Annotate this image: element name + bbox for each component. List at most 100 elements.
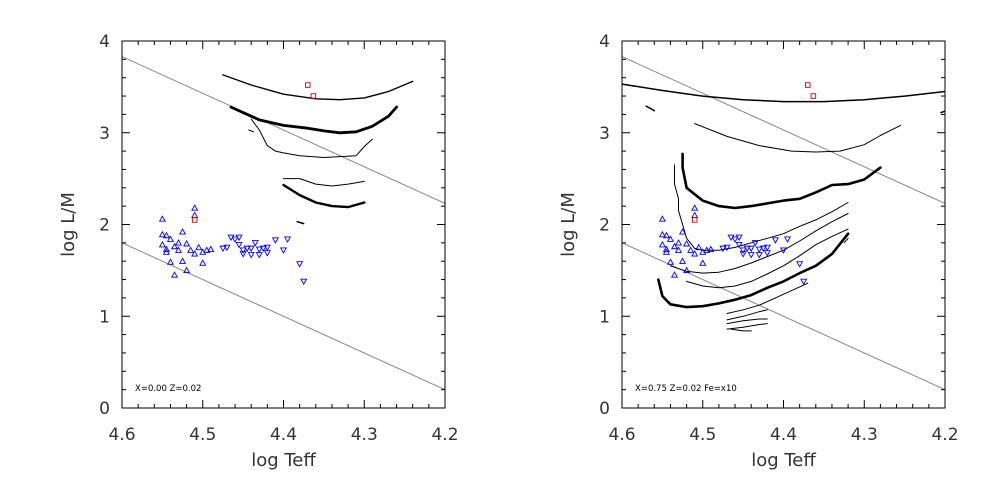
reference-line-1 xyxy=(622,242,945,391)
x-tick-label: 4.6 xyxy=(108,425,135,445)
x-axis-label: log Teff xyxy=(251,450,316,471)
star-point-down xyxy=(771,237,779,244)
star-point-up xyxy=(158,230,166,238)
star-point-down xyxy=(235,234,243,242)
track-line-6 xyxy=(296,220,305,225)
star-point-up xyxy=(158,240,166,248)
y-tick-label: 4 xyxy=(99,32,110,52)
star-point-down xyxy=(271,237,279,244)
star-point-down xyxy=(296,261,304,268)
star-point-down xyxy=(255,252,263,259)
star-point-up xyxy=(678,257,687,264)
track-line-14 xyxy=(843,237,849,244)
star-point-up xyxy=(683,240,691,247)
star-point-up xyxy=(166,235,175,242)
x-tick-label: 4.2 xyxy=(431,425,458,445)
star-point-up xyxy=(658,240,666,248)
star-point-up xyxy=(678,228,687,235)
star-point-up xyxy=(699,259,707,266)
star-point-down xyxy=(235,241,243,249)
track-line-1 xyxy=(229,105,399,135)
star-point-up xyxy=(666,258,675,265)
y-tick-label: 2 xyxy=(99,216,110,236)
track-line-3 xyxy=(940,110,945,114)
y-tick-label: 0 xyxy=(599,399,610,419)
star-point-down xyxy=(779,247,788,254)
star-point-up xyxy=(191,211,199,219)
star-point-down xyxy=(279,247,288,254)
star-point-down xyxy=(783,236,792,243)
star-point-down xyxy=(223,244,231,252)
star-point-square xyxy=(691,217,698,223)
star-point-down xyxy=(751,240,759,247)
track-line-8 xyxy=(656,232,850,309)
star-point-down xyxy=(719,245,727,253)
star-point-down xyxy=(247,245,255,253)
star-point-down xyxy=(251,240,259,247)
y-axis-label: log L/M xyxy=(58,192,79,257)
star-point-up xyxy=(662,245,670,252)
track-line-0 xyxy=(222,74,414,101)
star-point-up xyxy=(658,215,666,222)
star-point-up xyxy=(162,245,170,252)
star-point-up xyxy=(170,271,179,278)
star-point-down xyxy=(747,245,755,253)
track-line-2 xyxy=(645,105,656,112)
star-point-down xyxy=(255,246,263,253)
track-line-7 xyxy=(686,228,849,289)
star-point-up xyxy=(703,246,711,253)
star-point-up xyxy=(691,250,699,257)
star-point-down xyxy=(763,244,771,252)
star-point-up xyxy=(695,243,703,251)
star-point-up xyxy=(183,240,191,247)
star-point-up xyxy=(166,258,175,265)
star-point-down xyxy=(300,278,308,286)
star-point-up xyxy=(707,245,715,252)
x-tick-label: 4.6 xyxy=(608,425,635,445)
star-point-square xyxy=(304,82,311,88)
star-point-up xyxy=(162,248,170,255)
star-point-down xyxy=(763,250,771,257)
star-point-down xyxy=(739,247,747,254)
star-point-up xyxy=(670,271,679,278)
track-line-2 xyxy=(250,118,373,158)
star-point-down xyxy=(755,246,763,253)
track-line-4 xyxy=(681,152,882,210)
track-line-5 xyxy=(674,164,849,251)
track-line-4 xyxy=(282,183,366,209)
star-point-down xyxy=(247,252,255,259)
star-point-up xyxy=(691,211,699,219)
star-point-down xyxy=(259,245,267,253)
star-point-down xyxy=(263,244,271,252)
reference-line-1 xyxy=(122,242,445,391)
x-tick-label: 4.2 xyxy=(931,425,958,445)
star-point-up xyxy=(683,266,691,274)
star-point-down xyxy=(739,251,747,258)
star-point-up xyxy=(674,239,683,246)
plot-frame xyxy=(121,40,446,409)
star-point-up xyxy=(178,228,187,235)
star-point-up xyxy=(191,204,199,211)
star-point-up xyxy=(191,250,199,257)
star-point-square xyxy=(804,82,811,88)
x-tick-label: 4.5 xyxy=(689,425,716,445)
track-line-5 xyxy=(248,129,255,133)
model-annotation: X=0.00 Z=0.02 xyxy=(135,384,201,394)
star-point-up xyxy=(687,246,695,253)
chart-panel-right: 4.6 4.5 4.4 4.3 4.2 0 1 2 3 4 log Teff log L/M X=0.7… xyxy=(558,32,959,471)
star-point-up xyxy=(174,246,183,253)
x-tick-label: 4.3 xyxy=(351,425,378,445)
star-point-down xyxy=(743,245,751,253)
star-point-down xyxy=(219,245,227,253)
track-line-1 xyxy=(694,123,902,153)
star-point-up xyxy=(666,235,675,242)
chart-panel-left: 4.6 4.5 4.4 4.3 4.2 0 1 2 3 4 log Teff log L/M X=0.0… xyxy=(58,32,459,471)
star-point-down xyxy=(723,244,731,252)
star-point-down xyxy=(735,241,743,249)
star-point-up xyxy=(662,248,670,255)
star-point-up xyxy=(178,257,187,264)
star-point-up xyxy=(187,246,195,253)
star-point-down xyxy=(731,236,739,243)
x-tick-label: 4.4 xyxy=(770,425,797,445)
